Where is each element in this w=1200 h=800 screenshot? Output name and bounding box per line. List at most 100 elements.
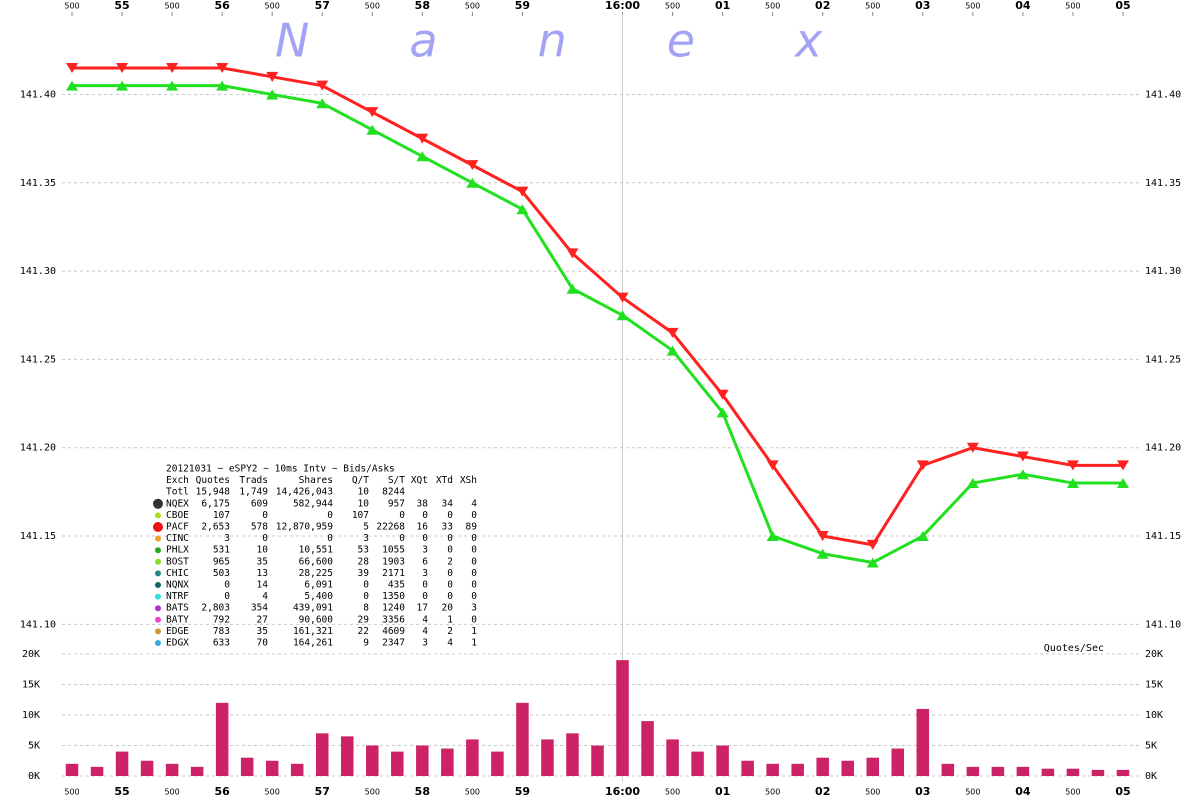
stats-cell: 1 [471,626,477,637]
y-tick-label: 141.15 [20,531,56,542]
price-line [72,66,1123,547]
y-tick-label: 141.40 [20,89,56,100]
ask-marker [866,539,879,550]
quote-bar [165,763,179,776]
stats-cell: NQEX [166,498,189,509]
stats-cell: 20 [442,603,454,614]
y-tick-label-right: 15K [1145,680,1163,691]
quote-bar [1091,769,1105,776]
y-tick-label: 141.10 [20,619,56,630]
quote-bar [591,745,604,776]
stats-cell: 29 [358,614,370,625]
x-tick-label-top: 01 [715,0,730,12]
x-tick-label-top: 500 [965,2,980,11]
stats-cell: 2,653 [201,522,230,533]
stats-cell: 2171 [382,568,405,579]
stats-cell: 2,803 [201,603,230,614]
stats-cell: 0 [447,580,453,591]
stats-cell: 633 [213,638,230,649]
ask-marker [116,62,129,73]
stats-cell: EDGX [166,638,189,649]
stats-cell: 4 [471,498,477,509]
x-tick-label-bottom: 02 [815,785,830,798]
x-tick-label-top: 500 [665,2,680,11]
ask-marker [316,80,329,91]
stats-cell: 1,749 [239,487,268,498]
bid-marker [916,531,929,542]
quote-bar [841,760,854,776]
stats-header: Trads [239,475,268,486]
stats-cell: 0 [447,510,453,521]
ask-marker [716,389,729,400]
stats-cell: 957 [388,498,405,509]
bid-marker [416,151,429,162]
y-tick-label-right: 141.40 [1145,89,1181,100]
stats-cell: 22 [358,626,369,637]
quote-bar [240,757,254,776]
x-tick-label-top: 500 [1065,2,1080,11]
bid-marker [1016,469,1029,480]
stats-cell: 0 [471,591,477,602]
stats-cell: EDGE [166,626,189,637]
quote-bar [1041,768,1055,776]
stats-header: XQt [411,475,428,486]
x-tick-label-top: 16:00 [605,0,640,12]
stats-cell: 4 [422,614,428,625]
stats-cell: 0 [447,533,453,544]
stats-cell: NTRF [166,591,189,602]
x-tick-label-bottom: 500 [865,788,880,797]
bid-marker [866,557,879,568]
stats-cell: 89 [466,522,478,533]
quote-bar [891,748,905,776]
stats-cell: 783 [213,626,230,637]
stats-cell: 107 [352,510,369,521]
x-tick-label-top: 05 [1115,0,1130,12]
stats-cell: 3 [422,568,428,579]
x-tick-label-top: 55 [114,0,129,12]
price-line [72,84,1123,565]
exchange-marker [155,582,161,588]
x-tick-label-bottom: 56 [214,785,230,798]
quote-bar [566,733,579,776]
stats-cell: 0 [471,580,477,591]
stats-cell: 0 [471,614,477,625]
y-tick-label-right: 141.15 [1145,531,1181,542]
bid-marker [716,407,729,418]
exchange-marker [155,616,161,623]
stats-cell: 0 [447,568,453,579]
x-tick-label-top: 58 [415,0,430,12]
stats-cell: 9 [363,638,369,649]
ask-marker [166,62,179,73]
x-tick-label-top: 57 [315,0,330,12]
quote-bar [115,751,129,776]
stats-cell: 5,400 [304,591,333,602]
ask-marker [266,71,279,82]
x-tick-label-top: 500 [265,2,280,11]
stats-cell: 0 [422,580,428,591]
ask-marker [616,292,629,303]
bid-marker [216,80,229,91]
quote-bar [315,733,329,776]
ask-marker [366,107,379,118]
ask-marker [1116,460,1129,471]
bid-marker [1116,478,1129,489]
y-tick-label: 5K [28,741,40,752]
stats-cell: 4 [262,591,268,602]
y-tick-label-right: 141.20 [1145,443,1181,454]
stats-cell: 439,091 [293,603,333,614]
quote-bar [416,745,429,776]
quote-bar [140,760,154,776]
stats-cell: 0 [422,510,428,521]
stats-cell: 39 [358,568,370,579]
y-tick-label: 141.25 [20,354,56,365]
stats-cell: 4 [447,638,453,649]
y-tick-label-right: 141.35 [1145,178,1181,189]
quote-bar [265,760,279,776]
ask-marker [666,327,679,338]
stats-cell: Totl [166,487,189,498]
quote-bar [666,739,679,776]
stats-cell: 0 [471,568,477,579]
ask-marker [466,160,479,171]
stats-cell: BATY [166,614,189,625]
stats-cell: 10 [358,498,370,509]
